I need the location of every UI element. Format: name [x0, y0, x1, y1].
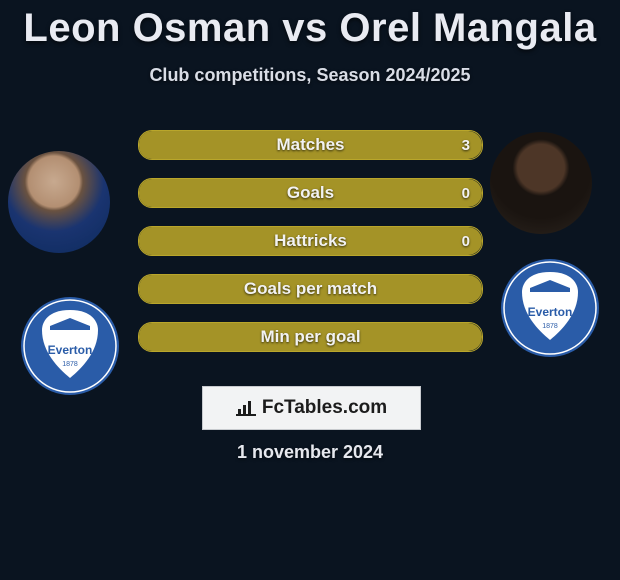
generated-date: 1 november 2024: [0, 442, 620, 463]
stat-label: Min per goal: [139, 323, 482, 351]
svg-text:Everton: Everton: [48, 343, 93, 357]
stat-value-right: 0: [462, 179, 470, 207]
stat-label: Hattricks: [139, 227, 482, 255]
stat-bar: Matches3: [138, 130, 483, 160]
player-left-photo: [8, 151, 110, 253]
brand-label: FcTables.com: [262, 397, 387, 419]
stat-bar: Goals per match: [138, 274, 483, 304]
stat-bar: Hattricks0: [138, 226, 483, 256]
crest-icon: Everton 1878: [500, 258, 600, 358]
crest-icon: Everton 1878: [20, 296, 120, 396]
club-left-crest: Everton 1878: [20, 296, 120, 396]
stat-bar: Min per goal: [138, 322, 483, 352]
svg-text:1878: 1878: [62, 361, 78, 368]
page-title: Leon Osman vs Orel Mangala: [0, 6, 620, 51]
page-subtitle: Club competitions, Season 2024/2025: [0, 65, 620, 86]
stat-label: Goals: [139, 179, 482, 207]
brand-badge[interactable]: FcTables.com: [202, 386, 421, 430]
stat-label: Matches: [139, 131, 482, 159]
svg-text:1878: 1878: [542, 323, 558, 330]
stat-value-right: 0: [462, 227, 470, 255]
club-right-crest: Everton 1878: [500, 258, 600, 358]
player-right-photo: [490, 132, 592, 234]
stat-bars: Matches3Goals0Hattricks0Goals per matchM…: [138, 130, 483, 370]
stat-value-right: 3: [462, 131, 470, 159]
comparison-card: Leon Osman vs Orel Mangala Club competit…: [0, 6, 620, 580]
svg-text:Everton: Everton: [528, 305, 573, 319]
stat-label: Goals per match: [139, 275, 482, 303]
stat-bar: Goals0: [138, 178, 483, 208]
chart-icon: [236, 399, 256, 417]
